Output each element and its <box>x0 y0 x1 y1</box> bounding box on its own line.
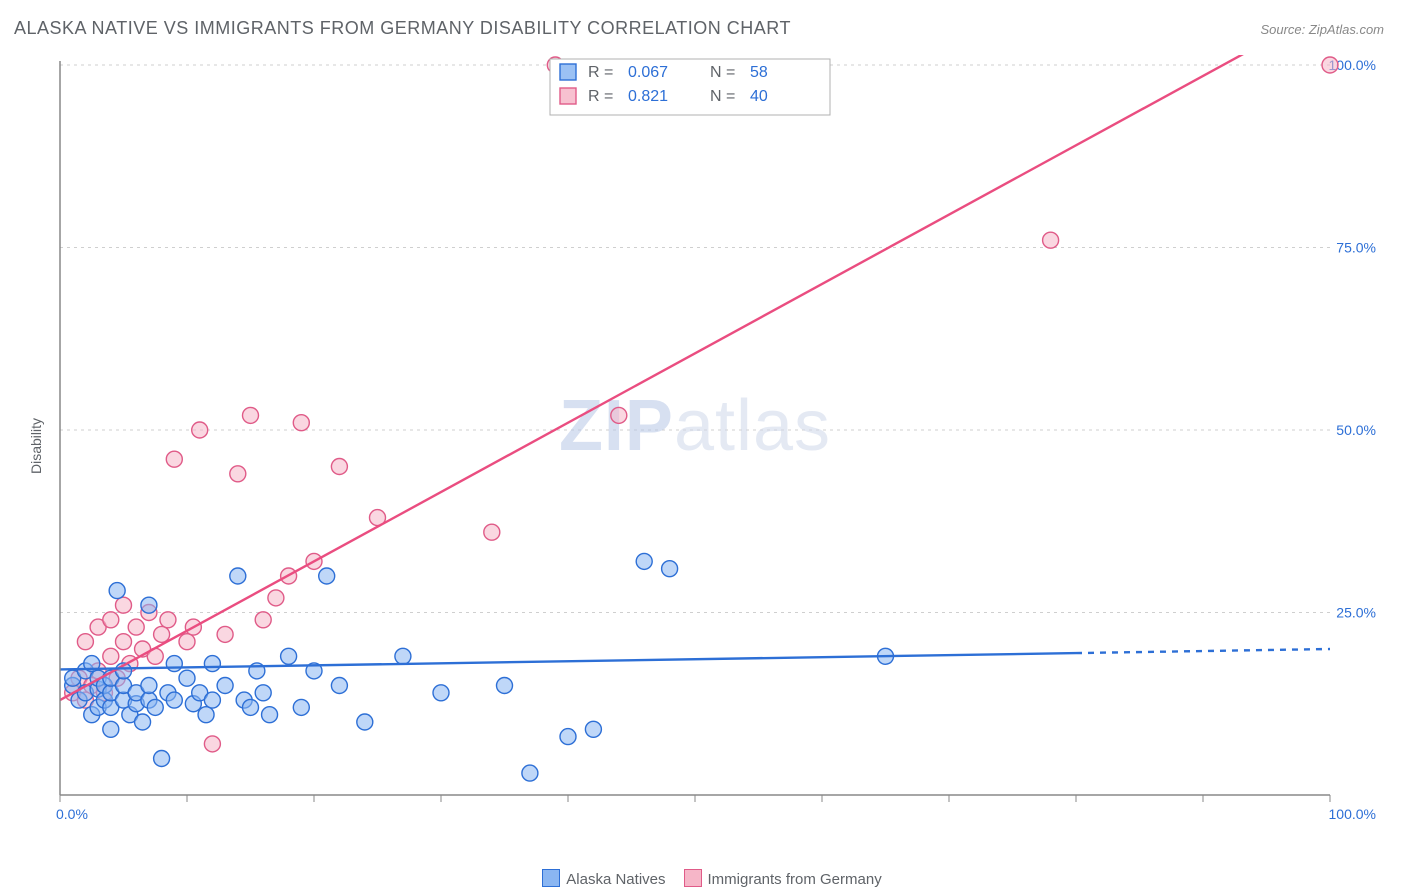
data-point <box>262 707 278 723</box>
data-point <box>204 692 220 708</box>
data-point <box>179 634 195 650</box>
data-point <box>243 407 259 423</box>
data-point <box>331 678 347 694</box>
data-point <box>103 612 119 628</box>
data-point <box>103 648 119 664</box>
data-point <box>230 568 246 584</box>
data-point <box>116 634 132 650</box>
data-point <box>560 729 576 745</box>
stats-n-value: 40 <box>750 88 768 105</box>
y-tick-label: 75.0% <box>1336 240 1376 256</box>
data-point <box>135 714 151 730</box>
data-point <box>141 597 157 613</box>
data-point <box>243 699 259 715</box>
y-tick-label: 50.0% <box>1336 422 1376 438</box>
source-label: Source: ZipAtlas.com <box>1260 22 1384 37</box>
x-tick-label: 0.0% <box>56 806 88 822</box>
data-point <box>497 678 513 694</box>
data-point <box>395 648 411 664</box>
legend-swatch <box>542 869 560 887</box>
stats-r-value: 0.067 <box>628 64 668 81</box>
data-point <box>1322 57 1338 73</box>
data-point <box>147 699 163 715</box>
data-point <box>198 707 214 723</box>
legend-label: Alaska Natives <box>566 871 665 888</box>
data-point <box>331 459 347 475</box>
data-point <box>217 626 233 642</box>
data-point <box>611 407 627 423</box>
data-point <box>109 583 125 599</box>
data-point <box>293 415 309 431</box>
data-point <box>293 699 309 715</box>
data-point <box>192 422 208 438</box>
y-axis-label: Disability <box>28 418 44 474</box>
data-point <box>433 685 449 701</box>
data-point <box>1043 232 1059 248</box>
data-point <box>484 524 500 540</box>
chart-title: ALASKA NATIVE VS IMMIGRANTS FROM GERMANY… <box>14 18 791 39</box>
data-point <box>166 451 182 467</box>
legend-swatch <box>684 869 702 887</box>
data-point <box>230 466 246 482</box>
data-point <box>357 714 373 730</box>
data-point <box>154 626 170 642</box>
data-point <box>179 670 195 686</box>
scatter-plot: 25.0%50.0%75.0%100.0%ZIPatlas0.0%100.0%R… <box>50 55 1380 825</box>
data-point <box>522 765 538 781</box>
stats-r-value: 0.821 <box>628 88 668 105</box>
data-point <box>204 656 220 672</box>
data-point <box>281 648 297 664</box>
data-point <box>103 721 119 737</box>
y-tick-label: 25.0% <box>1336 605 1376 621</box>
data-point <box>217 678 233 694</box>
data-point <box>204 736 220 752</box>
data-point <box>77 634 93 650</box>
stats-r-label: R = <box>588 64 613 81</box>
data-point <box>141 678 157 694</box>
legend-swatch <box>560 88 576 104</box>
data-point <box>585 721 601 737</box>
data-point <box>636 553 652 569</box>
data-point <box>319 568 335 584</box>
legend-label: Immigrants from Germany <box>708 871 882 888</box>
data-point <box>154 751 170 767</box>
data-point <box>255 612 271 628</box>
data-point <box>166 656 182 672</box>
data-point <box>166 692 182 708</box>
legend-swatch <box>560 64 576 80</box>
data-point <box>128 619 144 635</box>
data-point <box>268 590 284 606</box>
data-point <box>662 561 678 577</box>
stats-r-label: R = <box>588 88 613 105</box>
stats-n-value: 58 <box>750 64 768 81</box>
data-point <box>116 597 132 613</box>
watermark: ZIPatlas <box>559 386 831 466</box>
data-point <box>160 612 176 628</box>
bottom-legend: Alaska Natives Immigrants from Germany <box>0 869 1406 888</box>
x-tick-label: 100.0% <box>1329 806 1376 822</box>
stats-n-label: N = <box>710 64 735 81</box>
trend-line-dashed <box>1076 649 1330 653</box>
stats-n-label: N = <box>710 88 735 105</box>
data-point <box>255 685 271 701</box>
trend-line <box>60 55 1330 700</box>
